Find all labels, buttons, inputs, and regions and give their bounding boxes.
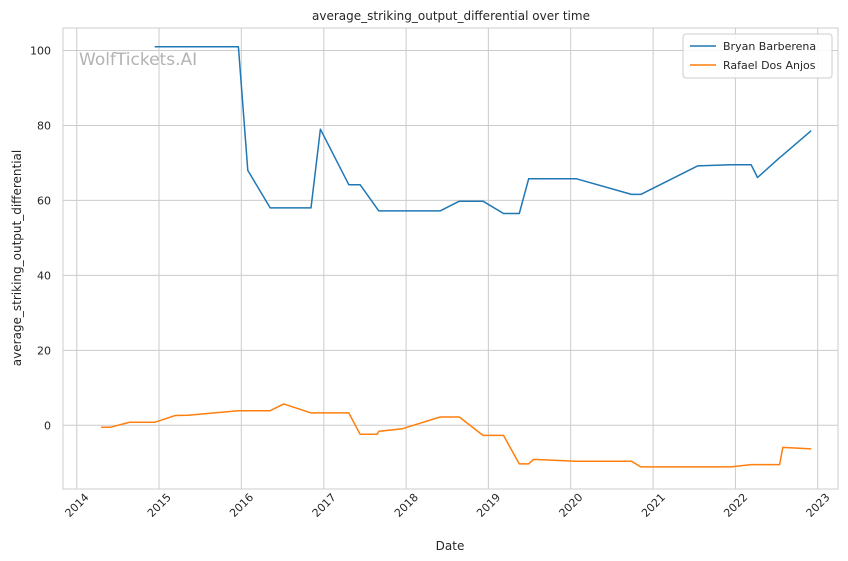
watermark-text: WolfTickets.AI	[79, 50, 197, 70]
x-tick-label: 2015	[145, 491, 174, 520]
x-tick-label: 2017	[310, 491, 339, 520]
y-tick-label: 0	[44, 419, 51, 432]
x-tick-label: 2021	[639, 491, 668, 520]
y-tick-label: 60	[37, 194, 51, 207]
series-line-rafael-dos-anjos	[101, 403, 812, 468]
y-axis-ticks: 0 20 40 60 80 100	[30, 44, 51, 432]
y-axis-label: average_striking_output_differential	[10, 150, 24, 366]
legend: Bryan Barberena Rafael Dos Anjos	[682, 33, 833, 79]
x-tick-label: 2018	[392, 491, 421, 520]
grid	[63, 28, 838, 489]
legend-label-bryan-barberena: Bryan Barberena	[723, 40, 816, 53]
x-axis-ticks: 2014 2015 2016 2017 2018 2019 2020 2021 2022 2023	[63, 491, 833, 520]
x-axis-label: Date	[436, 539, 465, 553]
y-tick-label: 100	[30, 44, 51, 57]
legend-box	[682, 33, 833, 79]
x-tick-label: 2020	[557, 491, 586, 520]
x-tick-label: 2016	[227, 491, 256, 520]
y-tick-label: 80	[37, 119, 51, 132]
series-line-bryan-barberena	[154, 45, 812, 215]
y-tick-label: 20	[37, 344, 51, 357]
legend-label-rafael-dos-anjos: Rafael Dos Anjos	[723, 59, 816, 72]
x-tick-label: 2022	[721, 491, 750, 520]
x-tick-label: 2023	[804, 491, 833, 520]
plot-frame	[62, 27, 839, 490]
x-tick-label: 2014	[63, 491, 92, 520]
chart-title: average_striking_output_differential ove…	[312, 9, 590, 23]
series-layer	[101, 45, 812, 468]
x-tick-label: 2019	[474, 491, 503, 520]
y-tick-label: 40	[37, 269, 51, 282]
